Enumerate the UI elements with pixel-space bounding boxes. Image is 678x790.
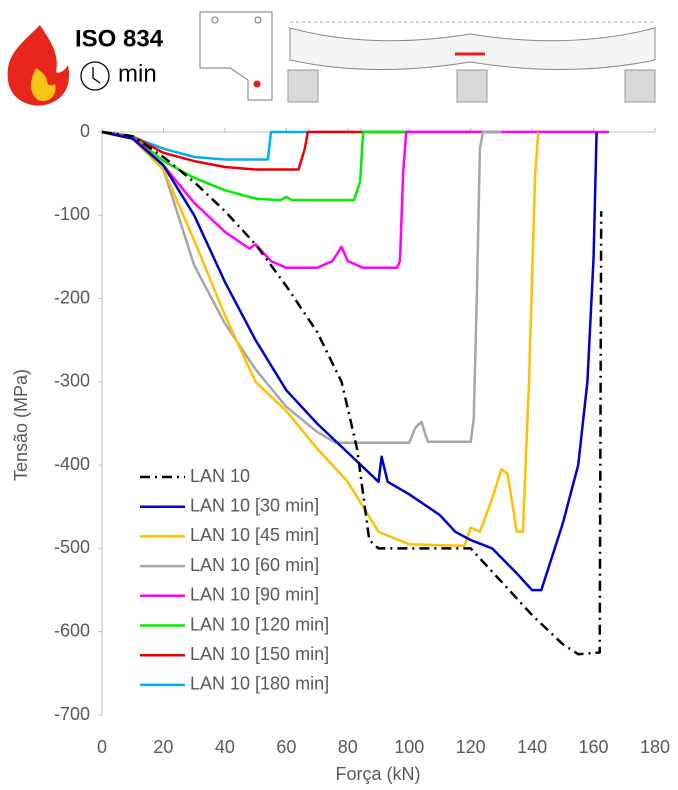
legend-label: LAN 10 [150 min]: [190, 644, 329, 664]
y-tick-label: -200: [54, 287, 90, 307]
series-line: [101, 130, 609, 270]
series-line: [101, 130, 598, 592]
legend-label: LAN 10 [120 min]: [190, 614, 329, 634]
legend-label: LAN 10 [45 min]: [190, 525, 319, 545]
x-tick-label: 40: [215, 737, 235, 757]
x-tick-label: 20: [153, 737, 173, 757]
legend-label: LAN 10 [60 min]: [190, 555, 319, 575]
header-unit: min: [118, 60, 157, 87]
x-tick-label: 0: [97, 737, 107, 757]
y-tick-label: -300: [54, 371, 90, 391]
legend-label: LAN 10 [90 min]: [190, 585, 319, 605]
section-diagram: [199, 11, 273, 101]
y-tick-label: 0: [80, 121, 90, 141]
beam-diagram: [287, 21, 656, 103]
x-tick-label: 160: [579, 737, 609, 757]
y-tick-label: -500: [54, 537, 90, 557]
x-tick-label: 180: [640, 737, 670, 757]
series-line: [101, 130, 502, 444]
legend-label: LAN 10 [30 min]: [190, 495, 319, 515]
x-tick-label: 100: [394, 737, 424, 757]
y-tick-label: -400: [54, 454, 90, 474]
series-line: [101, 130, 603, 656]
series-line: [101, 130, 540, 548]
x-tick-label: 80: [338, 737, 358, 757]
clock-icon: [80, 61, 110, 91]
x-tick-label: 140: [517, 737, 547, 757]
x-tick-label: 60: [276, 737, 296, 757]
x-axis-title: Força (kN): [336, 764, 421, 784]
series-line: [101, 130, 471, 171]
x-tick-label: 120: [456, 737, 486, 757]
legend-label: LAN 10 [180 min]: [190, 674, 329, 694]
legend-label: LAN 10: [190, 466, 250, 486]
y-tick-label: -600: [54, 620, 90, 640]
y-axis-title: Tensão (MPa): [11, 369, 31, 481]
y-tick-label: -700: [54, 704, 90, 724]
y-tick-label: -100: [54, 204, 90, 224]
fire-icon: [7, 25, 70, 106]
header-title: ISO 834: [75, 25, 164, 52]
series-line: [101, 130, 502, 202]
